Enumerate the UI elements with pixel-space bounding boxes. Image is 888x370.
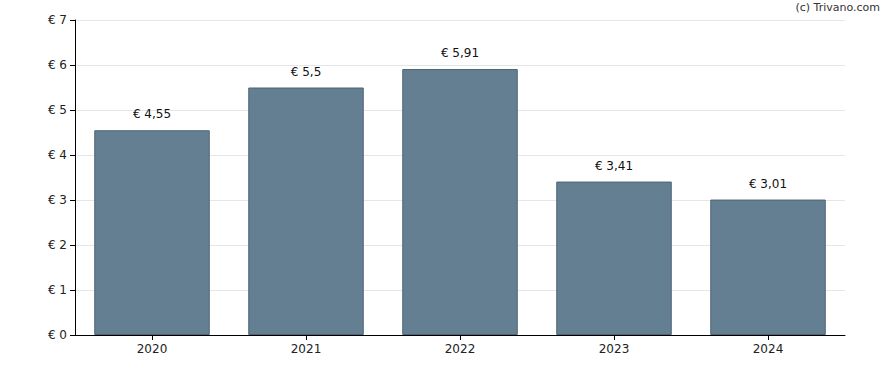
svg-text:(c) Trivano.com: (c) Trivano.com bbox=[795, 1, 880, 14]
svg-text:2024: 2024 bbox=[753, 342, 784, 356]
svg-text:€ 0: € 0 bbox=[48, 328, 67, 342]
svg-text:€ 3: € 3 bbox=[48, 193, 67, 207]
svg-text:2023: 2023 bbox=[599, 342, 630, 356]
svg-text:€ 4: € 4 bbox=[48, 148, 67, 162]
svg-text:€ 6: € 6 bbox=[48, 58, 67, 72]
svg-text:2021: 2021 bbox=[291, 342, 322, 356]
svg-text:€ 4,55: € 4,55 bbox=[133, 107, 171, 121]
svg-text:€ 3,41: € 3,41 bbox=[595, 159, 633, 173]
svg-text:2022: 2022 bbox=[445, 342, 476, 356]
svg-text:€ 5: € 5 bbox=[48, 103, 67, 117]
svg-text:€ 5,91: € 5,91 bbox=[441, 46, 479, 60]
svg-text:€ 3,01: € 3,01 bbox=[749, 177, 787, 191]
svg-text:€ 7: € 7 bbox=[48, 13, 67, 27]
svg-text:€ 2: € 2 bbox=[48, 238, 67, 252]
svg-text:€ 5,5: € 5,5 bbox=[291, 65, 322, 79]
svg-text:€ 1: € 1 bbox=[48, 283, 67, 297]
svg-text:2020: 2020 bbox=[137, 342, 168, 356]
